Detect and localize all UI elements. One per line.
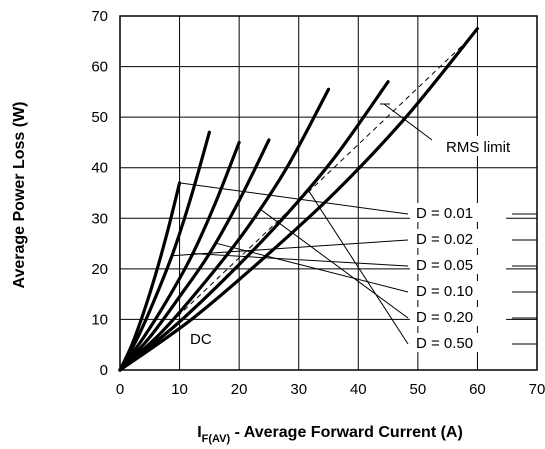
y-tick-label: 70 <box>91 8 108 25</box>
x-tick-label: 50 <box>410 381 427 398</box>
label-backing <box>410 307 506 326</box>
plot-frame <box>119 15 538 371</box>
label-backing <box>410 281 506 300</box>
x-tick-label: 70 <box>529 381 545 398</box>
y-tick-label: 10 <box>91 311 108 328</box>
series-curve <box>118 138 271 372</box>
y-tick-label: 0 <box>100 362 108 379</box>
legend-label: D = 0.50 <box>416 335 473 352</box>
label-backing <box>410 333 506 352</box>
x-tick-label: 10 <box>171 381 188 398</box>
y-axis-title: Average Power Loss (W) <box>11 101 28 288</box>
series-curve <box>118 140 241 372</box>
x-axis-title-sub: F(AV) <box>202 433 231 445</box>
rms-limit-label: RMS limit <box>446 139 511 156</box>
label-backing <box>410 255 506 274</box>
legend-label: D = 0.20 <box>416 309 473 326</box>
x-tick-label: 40 <box>350 381 367 398</box>
leader-lines <box>171 103 537 345</box>
x-axis-title: IF(AV) - Average Forward Current (A) <box>197 424 463 445</box>
y-tick-label: 30 <box>91 210 108 227</box>
series-curve <box>118 80 390 372</box>
dc-label: DC <box>190 331 212 348</box>
y-tick-label: 60 <box>91 59 108 76</box>
leader-line <box>259 208 409 319</box>
x-tick-label: 20 <box>231 381 248 398</box>
x-tick-label: 0 <box>116 381 124 398</box>
leader-line <box>171 239 409 257</box>
x-axis-title-rest: - Average Forward Current (A) <box>230 424 463 441</box>
label-backing <box>410 203 506 222</box>
leader-line <box>307 188 409 345</box>
x-tick-label: 60 <box>469 381 486 398</box>
series-curves <box>118 27 480 372</box>
tick-labels: 0 10 20 30 40 50 60 70 0 10 20 30 40 50 60 70 <box>91 8 545 398</box>
leader-line <box>215 242 409 293</box>
rms-leader-line <box>383 103 433 141</box>
series-curve <box>118 27 480 372</box>
legend-label: D = 0.02 <box>416 231 473 248</box>
y-tick-label: 20 <box>91 261 108 278</box>
label-backing <box>410 229 506 248</box>
series-curve <box>118 87 331 372</box>
rms-label-backing <box>440 136 532 156</box>
leader-line <box>179 182 409 215</box>
annotation-labels: D = 0.01 D = 0.02 D = 0.05 D = 0.10 D = 0.20… <box>186 136 532 352</box>
legend-label: D = 0.10 <box>416 283 473 300</box>
y-tick-label: 40 <box>91 160 108 177</box>
x-tick-label: 30 <box>290 381 307 398</box>
x-axis-title-main: I <box>197 424 201 441</box>
dc-label-backing <box>186 328 220 348</box>
leader-line <box>192 253 409 267</box>
legend-label: D = 0.05 <box>416 257 473 274</box>
legend-label: D = 0.01 <box>416 205 473 222</box>
y-tick-label: 50 <box>91 109 108 126</box>
